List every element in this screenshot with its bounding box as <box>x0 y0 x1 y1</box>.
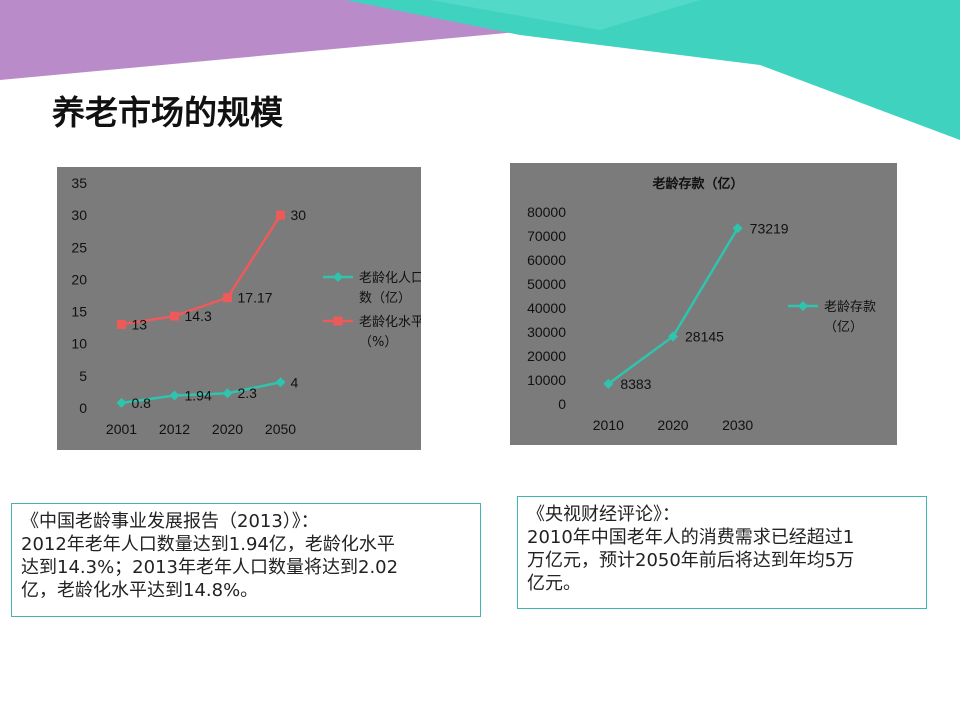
y-tick-label: 10000 <box>527 372 566 388</box>
y-tick-label: 35 <box>71 175 87 191</box>
data-label: 2.3 <box>238 385 258 401</box>
series-point <box>117 319 126 329</box>
y-tick-label: 40000 <box>527 300 566 316</box>
series-point <box>732 223 743 234</box>
data-label: 28145 <box>685 328 724 344</box>
legend-label: 老龄化水平 <box>359 315 421 330</box>
x-tick-label: 2020 <box>212 421 243 437</box>
x-tick-label: 2001 <box>106 421 137 437</box>
chart-title: 老龄存款（亿） <box>651 176 743 192</box>
y-tick-label: 25 <box>71 239 87 255</box>
legend-label: （%） <box>359 335 397 350</box>
teal-banner-shape <box>345 0 960 140</box>
note-line: 万亿元，预计2050年前后将达到年均5万 <box>527 550 855 571</box>
y-tick-label: 70000 <box>527 228 566 244</box>
data-label: 8383 <box>620 376 651 392</box>
series-point <box>169 390 180 401</box>
legend-marker <box>333 316 343 326</box>
series-point <box>222 388 233 399</box>
data-label: 30 <box>291 207 307 223</box>
legend-marker <box>798 301 808 311</box>
data-label: 73219 <box>750 220 789 236</box>
data-label: 4 <box>291 374 299 390</box>
series-point <box>603 378 614 389</box>
series-point <box>116 397 127 408</box>
y-tick-label: 15 <box>71 304 87 320</box>
series-point <box>223 293 232 303</box>
cctv-finance-note: 《央视财经评论》： 2010年中国老年人的消费需求已经超过1 万亿元，预计205… <box>517 496 927 609</box>
senior-savings-chart: 老龄存款（亿） 80000 70000 60000 50000 40000 30000 200… <box>510 163 897 445</box>
note-line: 达到14.3%；2013年老年人口数量将达到2.02 <box>21 557 399 578</box>
y-tick-label: 20000 <box>527 348 566 364</box>
y-tick-label: 30 <box>71 207 87 223</box>
series-line <box>121 381 281 405</box>
page-title: 养老市场的规模 <box>52 93 283 132</box>
legend-label: （亿） <box>824 320 863 335</box>
aging-population-chart: 35 30 25 20 15 10 5 0 2001 2012 2020 2050 0.8 1.94 2.3… <box>57 167 421 450</box>
aging-population-chart-svg: 35 30 25 20 15 10 5 0 2001 2012 2020 2050 0.8 1.94 2.3… <box>71 175 421 437</box>
legend-label: 老龄化人口 <box>359 271 421 286</box>
series-point <box>170 311 179 321</box>
data-label: 14.3 <box>185 308 212 324</box>
series-point <box>275 377 286 388</box>
x-tick-label: 2010 <box>593 417 624 433</box>
purple-banner-shape <box>0 0 560 80</box>
note-line: 亿，老龄化水平达到14.8%。 <box>21 580 259 601</box>
note-line: 2012年老年人口数量达到1.94亿，老龄化水平 <box>21 534 395 555</box>
series-line <box>607 227 739 385</box>
legend-marker <box>333 272 343 282</box>
data-label: 17.17 <box>238 290 273 306</box>
data-label: 1.94 <box>185 388 212 404</box>
note-line: 《中国老龄事业发展报告（2013）》： <box>21 511 319 532</box>
y-tick-label: 30000 <box>527 324 566 340</box>
header-decoration <box>0 0 960 140</box>
series-point <box>276 210 285 220</box>
note-line: 亿元。 <box>527 573 581 594</box>
legend-label: 数（亿） <box>359 291 411 306</box>
x-tick-label: 2050 <box>265 421 296 437</box>
y-tick-label: 0 <box>558 396 566 412</box>
note-line: 《央视财经评论》： <box>527 504 680 525</box>
y-tick-label: 60000 <box>527 252 566 268</box>
y-tick-label: 5 <box>79 368 87 384</box>
x-tick-label: 2012 <box>159 421 190 437</box>
y-tick-label: 20 <box>71 271 87 287</box>
senior-savings-chart-svg: 老龄存款（亿）800007000060000500004000030000200… <box>527 176 876 433</box>
data-label: 13 <box>132 316 148 332</box>
y-tick-label: 80000 <box>527 204 566 220</box>
aging-report-note: 《中国老龄事业发展报告（2013）》： 2012年老年人口数量达到1.94亿，老… <box>11 503 481 617</box>
series-line <box>121 214 282 326</box>
data-label: 0.8 <box>132 395 152 411</box>
y-tick-label: 50000 <box>527 276 566 292</box>
y-tick-label: 0 <box>79 400 87 416</box>
x-tick-label: 2030 <box>722 417 753 433</box>
y-tick-label: 10 <box>71 336 87 352</box>
series-point <box>668 331 678 342</box>
note-line: 2010年中国老年人的消费需求已经超过1 <box>527 527 855 548</box>
legend-label: 老龄存款 <box>824 300 876 315</box>
teal-light-stripe-shape <box>430 0 700 30</box>
x-tick-label: 2020 <box>657 417 688 433</box>
